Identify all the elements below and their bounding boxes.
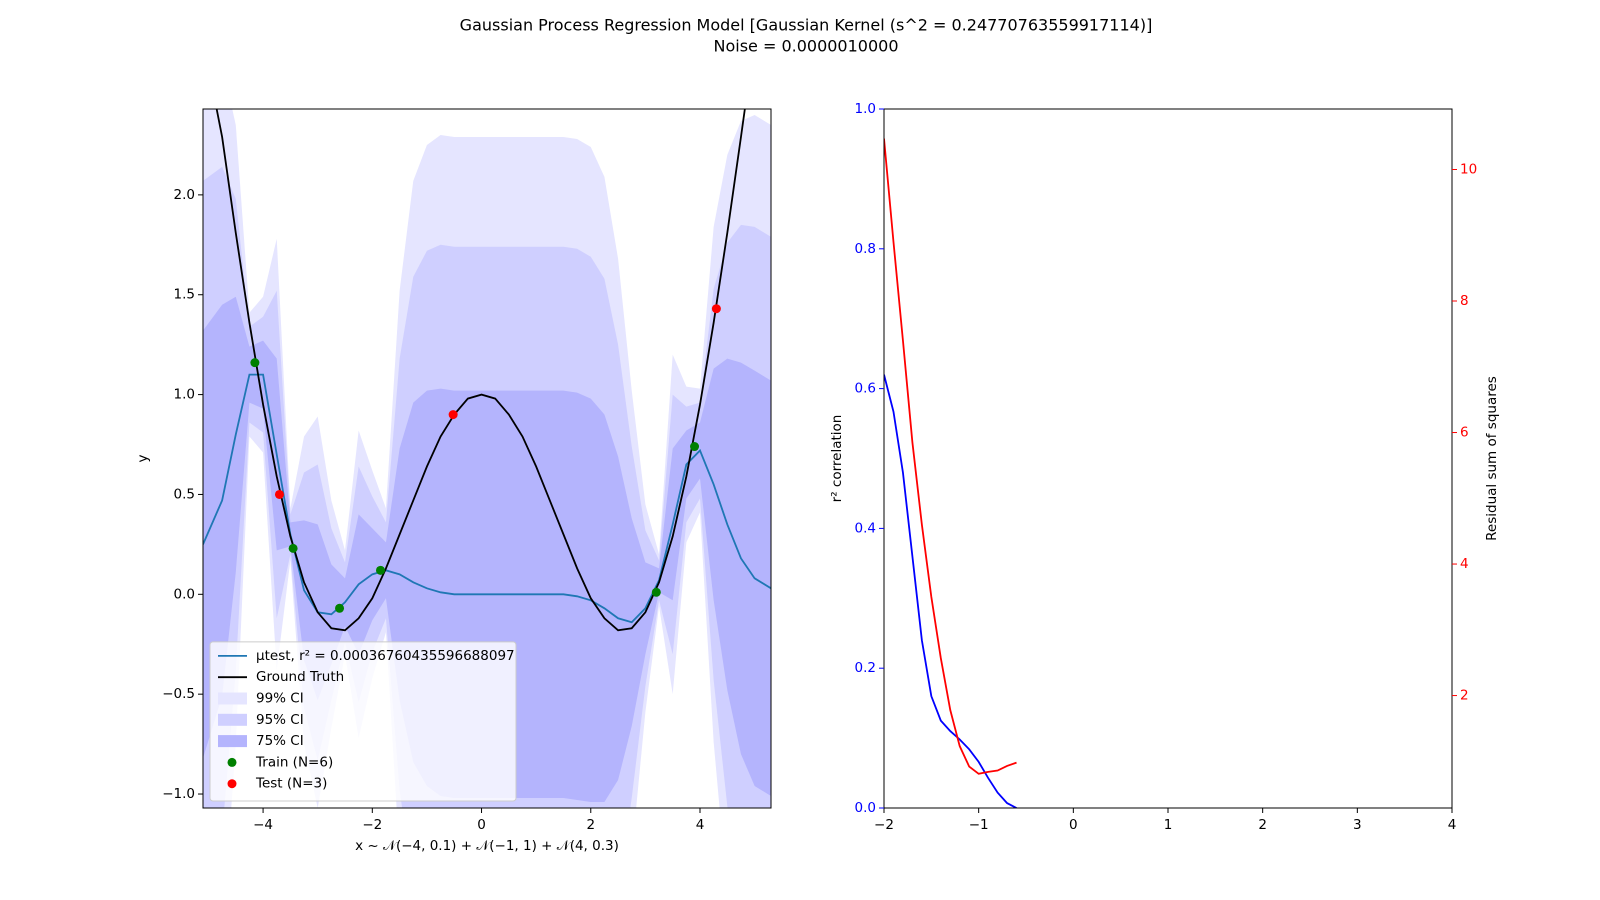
scatter-point [376, 565, 385, 575]
y2-tick-label: 4 [1460, 556, 1469, 572]
legend-label: Ground Truth [256, 669, 344, 685]
series-line [884, 138, 1017, 775]
legend: μtest, r² = 0.00036760435596688097 Ground… [209, 641, 517, 802]
y-tick-label: 2.0 [174, 187, 195, 203]
scatter-point [690, 442, 700, 452]
x-tick-label: 2 [1258, 817, 1267, 833]
legend-label: Test (N=3) [255, 776, 327, 792]
ci-band [203, 296, 771, 803]
x-tick-label: −2 [874, 817, 894, 833]
legend-swatch [218, 713, 247, 726]
legend-marker [227, 757, 237, 767]
y2-tick-label: 8 [1460, 293, 1469, 309]
y-axis-label: y [135, 455, 151, 463]
y-tick-label: 1.0 [855, 101, 876, 117]
scatter-point [274, 489, 284, 499]
chart-title: Gaussian Process Regression Model [Gauss… [460, 16, 1153, 35]
y-tick-label: 0.6 [855, 381, 876, 397]
plot-area [884, 138, 1017, 808]
scatter-point [651, 587, 661, 597]
y-tick-label: 1.5 [174, 287, 195, 303]
legend-swatch [218, 735, 247, 748]
y-axis-label: r² correlation [829, 415, 845, 503]
y-tick-label: 0.5 [174, 486, 195, 502]
legend-label: 99% CI [256, 691, 304, 707]
scatter-point [448, 410, 458, 420]
y2-tick-label: 6 [1460, 425, 1469, 441]
y2-tick-label: 2 [1460, 688, 1469, 704]
series-line [215, 109, 746, 632]
scatter-point [250, 358, 260, 368]
x-tick-label: 4 [1448, 817, 1457, 833]
y2-tick-label: 10 [1460, 161, 1477, 177]
legend-swatch [218, 692, 247, 705]
scatter-point [711, 304, 721, 314]
x-tick-label: 0 [477, 817, 486, 833]
x-tick-label: 2 [586, 817, 595, 833]
y-tick-label: 0.2 [855, 660, 876, 676]
x-axis-label: x ~ 𝒩(−4, 0.1) + 𝒩(−1, 1) + 𝒩(4, 0.3) [355, 838, 619, 854]
legend-label: 95% CI [256, 712, 304, 728]
scatter-point [288, 543, 298, 553]
y-tick-label: −1.0 [162, 786, 195, 802]
x-tick-label: −2 [362, 817, 382, 833]
axes-frame [883, 108, 1453, 809]
legend-label: Train (N=6) [255, 754, 333, 770]
y-tick-label: 0.0 [855, 800, 876, 816]
series-line [203, 373, 771, 624]
x-tick-label: −4 [253, 817, 273, 833]
y-tick-label: 1.0 [174, 387, 195, 403]
x-tick-label: −1 [969, 817, 989, 833]
y-tick-label: −0.5 [162, 686, 195, 702]
y-tick-label: 0.4 [855, 520, 876, 536]
legend-marker [227, 779, 237, 789]
chart-subtitle: Noise = 0.0000010000 [713, 37, 898, 56]
x-tick-label: 1 [1164, 817, 1173, 833]
scatter-point [335, 603, 345, 613]
y-tick-label: 0.8 [855, 241, 876, 257]
y2-axis-label: Residual sum of squares [1484, 376, 1500, 541]
y-tick-label: 0.0 [174, 586, 195, 602]
x-tick-label: 4 [696, 817, 705, 833]
x-tick-label: 3 [1353, 817, 1362, 833]
legend-label: 75% CI [256, 733, 304, 749]
series-line [884, 374, 1017, 808]
plot-area [203, 109, 771, 808]
axes-frame [202, 108, 772, 809]
x-tick-label: 0 [1069, 817, 1078, 833]
legend-label: μtest, r² = 0.00036760435596688097 [256, 648, 515, 664]
legend-box [209, 641, 517, 802]
